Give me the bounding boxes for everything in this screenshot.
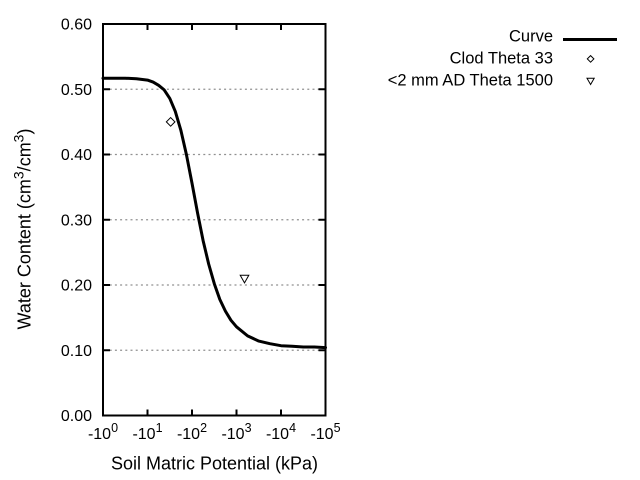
y-tick-label: 0.10: [61, 343, 92, 360]
x-tick-label: -103: [221, 421, 251, 443]
curve-line: [101, 76, 327, 350]
y-axis-title-text: ): [15, 129, 35, 135]
y-axis-title-text: /cm: [15, 142, 35, 171]
x-tick-label-exponent: 5: [334, 421, 341, 435]
y-tick-label: 0.00: [61, 408, 92, 425]
legend-diamond-marker-icon: [586, 54, 595, 63]
x-tick-label-base: -10: [310, 426, 333, 443]
y-axis-title-superscript: 3: [11, 171, 27, 179]
x-tick-labels: -100 -101 -102 -103 -104 -105: [88, 421, 341, 443]
legend-label-ad-theta-1500: <2 mm AD Theta 1500: [388, 72, 553, 90]
legend: Curve Clod Theta 33 <2 mm AD Theta 1500: [388, 28, 617, 90]
x-tick-label: -105: [310, 421, 340, 443]
x-tick-label-base: -10: [221, 426, 244, 443]
x-tick-label-exponent: 0: [111, 421, 118, 435]
x-tick-label: -101: [132, 421, 162, 443]
y-tick-label: 0.60: [61, 17, 92, 34]
x-tick-label-base: -10: [132, 426, 155, 443]
clod-theta-33-marker: [165, 116, 176, 127]
x-axis-title: Soil Matric Potential (kPa): [111, 454, 318, 474]
x-tick-label-base: -10: [266, 426, 289, 443]
y-axis-title: Water Content (cm3/cm3): [11, 129, 35, 330]
y-tick-labels: 0.00 0.10 0.20 0.30 0.40 0.50 0.60: [61, 17, 92, 426]
y-axis-title-superscript: 3: [11, 134, 27, 142]
y-axis-title-text: Water Content (cm: [15, 179, 35, 329]
legend-label-curve: Curve: [509, 28, 553, 46]
y-tick-label: 0.30: [61, 212, 92, 229]
x-tick-label-exponent: 1: [156, 421, 163, 435]
y-tick-label: 0.20: [61, 278, 92, 295]
x-tick-label-exponent: 4: [289, 421, 296, 435]
plot-area-border: [102, 23, 327, 417]
x-tick-label: -100: [88, 421, 118, 443]
x-tick-label-base: -10: [88, 426, 111, 443]
x-tick-label: -102: [177, 421, 207, 443]
legend-label-clod-theta-33: Clod Theta 33: [450, 50, 553, 68]
x-tick-label-base: -10: [177, 426, 200, 443]
x-tick-label-exponent: 3: [245, 421, 252, 435]
ad-theta-1500-marker: [239, 274, 250, 284]
y-tick-label: 0.40: [61, 147, 92, 164]
y-tick-label: 0.50: [61, 82, 92, 99]
legend-triangle-down-marker-icon: [586, 77, 596, 86]
x-tick-label: -104: [266, 421, 296, 443]
x-tick-label-exponent: 2: [200, 421, 207, 435]
gridlines: [104, 88, 324, 351]
